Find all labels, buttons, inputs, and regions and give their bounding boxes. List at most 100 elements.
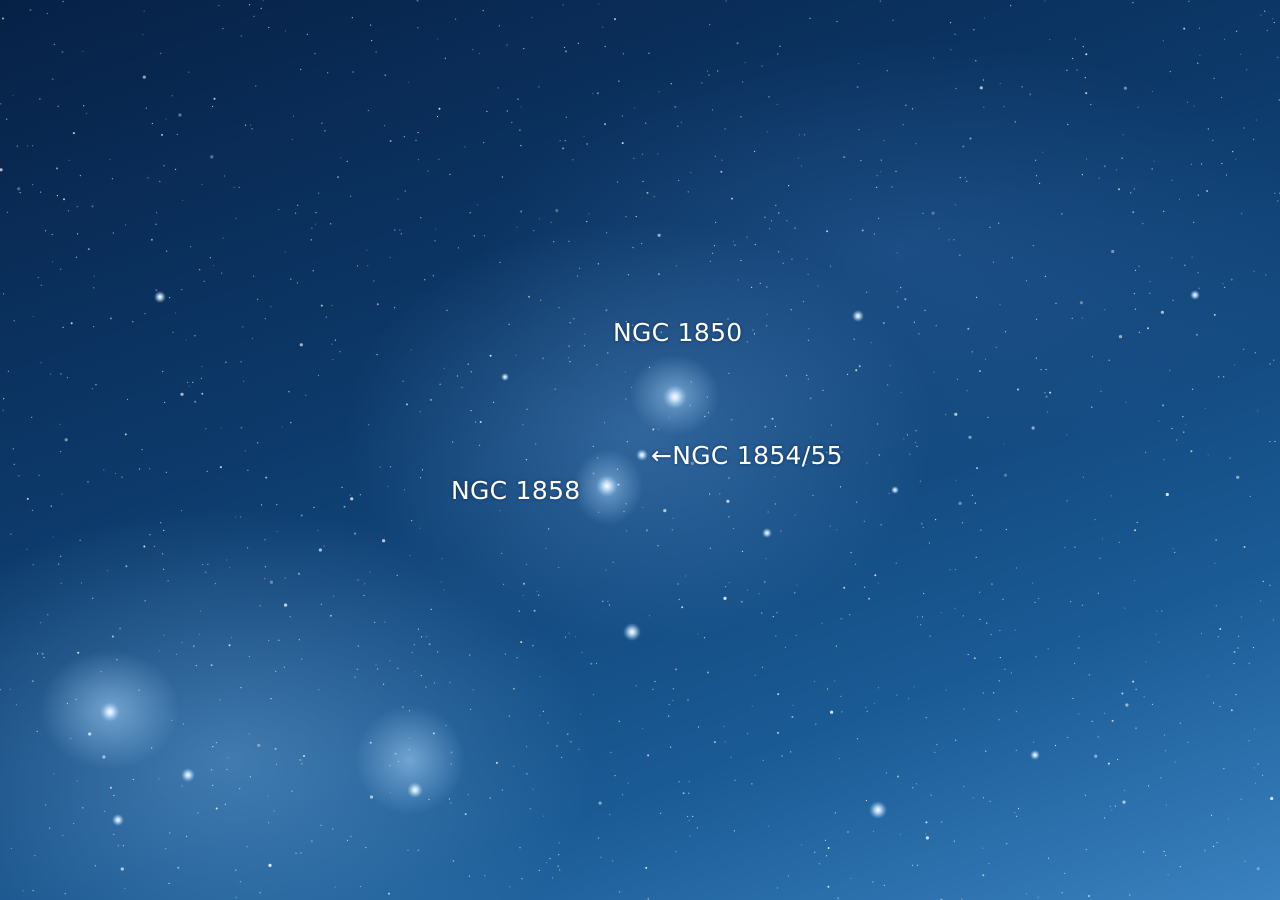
faint-star bbox=[984, 358, 987, 360]
faint-star bbox=[919, 480, 922, 482]
faint-star bbox=[410, 349, 412, 351]
faint-star bbox=[1142, 223, 1144, 225]
faint-star bbox=[812, 494, 814, 496]
faint-star bbox=[215, 742, 217, 744]
faint-star bbox=[687, 191, 689, 193]
faint-star bbox=[446, 309, 448, 311]
faint-star bbox=[34, 855, 36, 857]
faint-star bbox=[201, 183, 203, 185]
faint-star bbox=[660, 331, 662, 333]
faint-star bbox=[1277, 56, 1279, 59]
faint-star bbox=[483, 235, 485, 237]
faint-star bbox=[827, 847, 830, 849]
faint-star bbox=[877, 582, 879, 584]
faint-star bbox=[771, 220, 773, 222]
faint-star bbox=[512, 687, 515, 690]
faint-star bbox=[1273, 359, 1275, 361]
faint-star bbox=[1035, 175, 1038, 177]
faint-star bbox=[559, 869, 561, 871]
faint-star bbox=[899, 834, 902, 836]
faint-star bbox=[1061, 892, 1063, 894]
faint-star bbox=[935, 325, 937, 327]
faint-star bbox=[572, 159, 574, 161]
faint-star bbox=[780, 530, 782, 532]
faint-star bbox=[53, 773, 55, 775]
faint-star bbox=[1036, 318, 1038, 320]
faint-star bbox=[164, 401, 166, 404]
faint-star bbox=[935, 519, 937, 521]
faint-star bbox=[795, 634, 797, 637]
faint-star bbox=[885, 772, 888, 774]
faint-star bbox=[911, 108, 914, 110]
faint-star bbox=[1272, 619, 1274, 621]
faint-star bbox=[1118, 335, 1123, 339]
bright-star bbox=[181, 768, 195, 782]
faint-star bbox=[714, 155, 716, 157]
faint-star bbox=[234, 516, 237, 518]
faint-star bbox=[604, 123, 606, 126]
faint-star bbox=[809, 17, 811, 19]
faint-star bbox=[660, 812, 662, 814]
faint-star bbox=[478, 52, 480, 55]
faint-star bbox=[917, 864, 919, 866]
faint-star bbox=[1145, 661, 1147, 663]
faint-star bbox=[1183, 431, 1185, 433]
faint-star bbox=[858, 63, 860, 65]
faint-star bbox=[682, 792, 685, 795]
faint-star bbox=[766, 313, 768, 315]
faint-star bbox=[625, 320, 627, 323]
faint-star bbox=[954, 204, 957, 206]
faint-star bbox=[1207, 675, 1209, 677]
faint-star bbox=[1171, 179, 1173, 181]
faint-star bbox=[60, 582, 62, 585]
faint-star bbox=[132, 778, 134, 781]
faint-star bbox=[1132, 680, 1135, 683]
faint-star bbox=[596, 364, 598, 366]
faint-star bbox=[22, 890, 24, 892]
faint-star bbox=[163, 165, 165, 167]
faint-star bbox=[177, 866, 180, 869]
faint-star bbox=[717, 70, 719, 72]
faint-star bbox=[787, 875, 789, 877]
faint-star bbox=[1016, 815, 1018, 817]
faint-star bbox=[374, 621, 376, 624]
faint-star bbox=[526, 563, 528, 566]
faint-star bbox=[720, 170, 723, 173]
faint-star bbox=[49, 827, 51, 829]
faint-star bbox=[26, 548, 28, 550]
faint-star bbox=[866, 710, 868, 712]
faint-star bbox=[1240, 53, 1242, 56]
faint-star bbox=[856, 501, 858, 503]
faint-star bbox=[576, 275, 579, 277]
faint-star bbox=[489, 354, 492, 357]
faint-star bbox=[318, 192, 320, 194]
faint-star bbox=[633, 157, 635, 159]
faint-star bbox=[715, 221, 717, 223]
faint-star bbox=[349, 494, 351, 496]
faint-star bbox=[45, 804, 47, 806]
faint-star bbox=[592, 445, 594, 447]
faint-star bbox=[1222, 283, 1224, 285]
faint-star bbox=[999, 629, 1001, 632]
faint-star bbox=[761, 612, 763, 614]
faint-star bbox=[785, 375, 788, 377]
faint-star bbox=[568, 345, 570, 347]
faint-star bbox=[278, 639, 280, 641]
faint-star bbox=[1090, 104, 1092, 106]
faint-star bbox=[921, 616, 924, 618]
faint-star bbox=[461, 386, 463, 389]
faint-star bbox=[299, 759, 302, 761]
faint-star bbox=[815, 723, 817, 725]
faint-star bbox=[93, 287, 95, 289]
faint-star bbox=[1005, 528, 1007, 531]
faint-star bbox=[807, 273, 809, 275]
faint-star bbox=[677, 583, 679, 585]
faint-star bbox=[1143, 851, 1145, 853]
faint-star bbox=[106, 570, 109, 572]
faint-star bbox=[79, 539, 81, 541]
faint-star bbox=[419, 527, 421, 529]
faint-star bbox=[658, 91, 660, 93]
faint-star bbox=[843, 156, 846, 159]
faint-star bbox=[627, 274, 630, 276]
faint-star bbox=[1032, 245, 1034, 247]
